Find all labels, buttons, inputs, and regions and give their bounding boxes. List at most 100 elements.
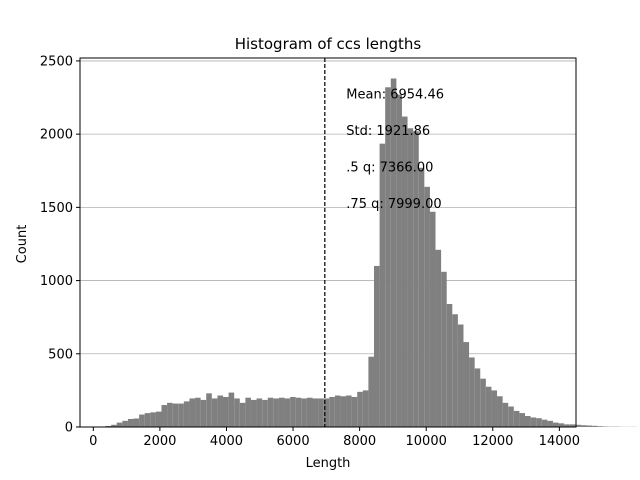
histogram-bar <box>362 390 369 427</box>
histogram-bar <box>250 399 257 427</box>
x-tick-label: 12000 <box>472 434 513 449</box>
histogram-bar <box>116 422 123 427</box>
histogram-bar <box>334 395 341 427</box>
histogram-bar <box>564 424 570 427</box>
histogram-bar <box>278 397 285 427</box>
histogram-bar <box>178 403 184 427</box>
histogram-bar <box>273 398 279 427</box>
histogram-bar <box>390 78 397 427</box>
histogram-bar <box>552 422 559 427</box>
histogram-bar <box>329 396 335 427</box>
x-tick-label: 8000 <box>343 434 376 449</box>
histogram-bar <box>256 398 263 427</box>
x-tick-label: 0 <box>89 434 97 449</box>
histogram-bar <box>150 412 156 427</box>
axes: 0 2000 4000 6000 8000 10000 12000 14000 0 500 1000… <box>40 54 580 449</box>
y-tick-label: 1500 <box>40 201 73 216</box>
histogram-bar <box>457 324 464 427</box>
histogram-bar <box>463 342 470 427</box>
histogram-bar <box>228 392 235 427</box>
histogram-bars <box>99 78 637 428</box>
histogram-bar <box>586 425 593 427</box>
x-tick-label: 2000 <box>143 434 176 449</box>
histogram-bar <box>189 398 196 427</box>
histogram-bar <box>592 425 598 427</box>
histogram-bar <box>396 94 402 427</box>
histogram-bar <box>301 398 307 427</box>
histogram-bar <box>413 131 419 427</box>
x-tick-label: 6000 <box>277 434 310 449</box>
histogram-bar <box>122 420 128 427</box>
histogram-bar <box>469 357 475 427</box>
histogram-bar <box>111 424 117 427</box>
histogram-bar <box>340 396 347 427</box>
histogram-bar <box>446 304 453 427</box>
histogram-bar <box>295 397 302 427</box>
histogram-bar <box>541 419 548 427</box>
histogram-bar <box>267 397 274 427</box>
histogram-bar <box>401 116 408 428</box>
histogram-bar <box>346 395 352 427</box>
histogram-bar <box>485 386 492 427</box>
annotation-label: .5 q: 7366.00 <box>346 160 433 175</box>
histogram-bar <box>262 399 268 427</box>
histogram-bar <box>513 410 520 427</box>
histogram-bar <box>508 406 514 427</box>
histogram-bar <box>183 401 190 427</box>
y-tick-label: 2500 <box>40 54 73 69</box>
histogram-bar <box>290 396 296 427</box>
histogram-bar <box>323 398 330 427</box>
annotation-label: Std: 1921.86 <box>346 124 430 139</box>
y-tick-label: 2000 <box>40 128 73 143</box>
histogram-bar <box>351 396 358 427</box>
histogram-bar <box>536 418 542 427</box>
x-axis-label: Length <box>306 456 351 471</box>
x-tick-label: 14000 <box>539 434 580 449</box>
axes-frame <box>79 57 577 428</box>
histogram-bar <box>200 399 207 427</box>
histogram-bar <box>575 424 581 427</box>
histogram-bar <box>480 378 486 427</box>
histogram-bar <box>105 425 112 427</box>
histogram-bar <box>452 314 458 427</box>
histogram-bar <box>474 368 481 427</box>
histogram-bar <box>155 411 162 427</box>
histogram-bar <box>223 396 229 427</box>
histogram-bar <box>167 402 173 427</box>
histogram-bar <box>206 393 212 427</box>
histogram-bar <box>368 356 375 427</box>
histogram-bar <box>312 398 319 427</box>
annotation-label: .75 q: 7999.00 <box>346 197 441 212</box>
histogram-bar <box>435 249 442 427</box>
histogram-bar <box>497 396 503 427</box>
y-tick-label: 0 <box>65 421 73 436</box>
histogram-bar <box>318 398 324 427</box>
histogram-bar <box>580 425 587 427</box>
histogram-bar <box>429 211 436 427</box>
histogram-bar <box>245 397 251 427</box>
histogram-bar <box>558 423 565 427</box>
histogram-bar <box>139 414 145 427</box>
annotation-label: Mean: 6954.46 <box>346 87 444 102</box>
x-tick-label: 10000 <box>406 434 447 449</box>
histogram-bar <box>530 417 537 427</box>
histogram-bar <box>306 397 313 427</box>
histogram-bar <box>519 413 526 427</box>
grid-lines <box>80 60 576 355</box>
histogram-bar <box>491 390 498 427</box>
histogram-bar <box>172 403 179 427</box>
histogram-bar <box>502 402 509 427</box>
annotations: Mean: 6954.46 Std: 1921.86 .5 q: 7366.00 .7… <box>346 87 444 212</box>
chart-title: Histogram of ccs lengths <box>235 35 422 53</box>
histogram-bar <box>357 391 363 427</box>
histogram-bar <box>547 420 553 427</box>
histogram-bar <box>195 397 201 427</box>
histogram-bar <box>569 424 576 427</box>
y-axis-label: Count <box>15 225 30 264</box>
histogram-bar <box>374 265 380 427</box>
histogram-bar <box>133 418 140 427</box>
histogram-bar <box>525 416 531 427</box>
histogram-bar <box>407 128 414 428</box>
